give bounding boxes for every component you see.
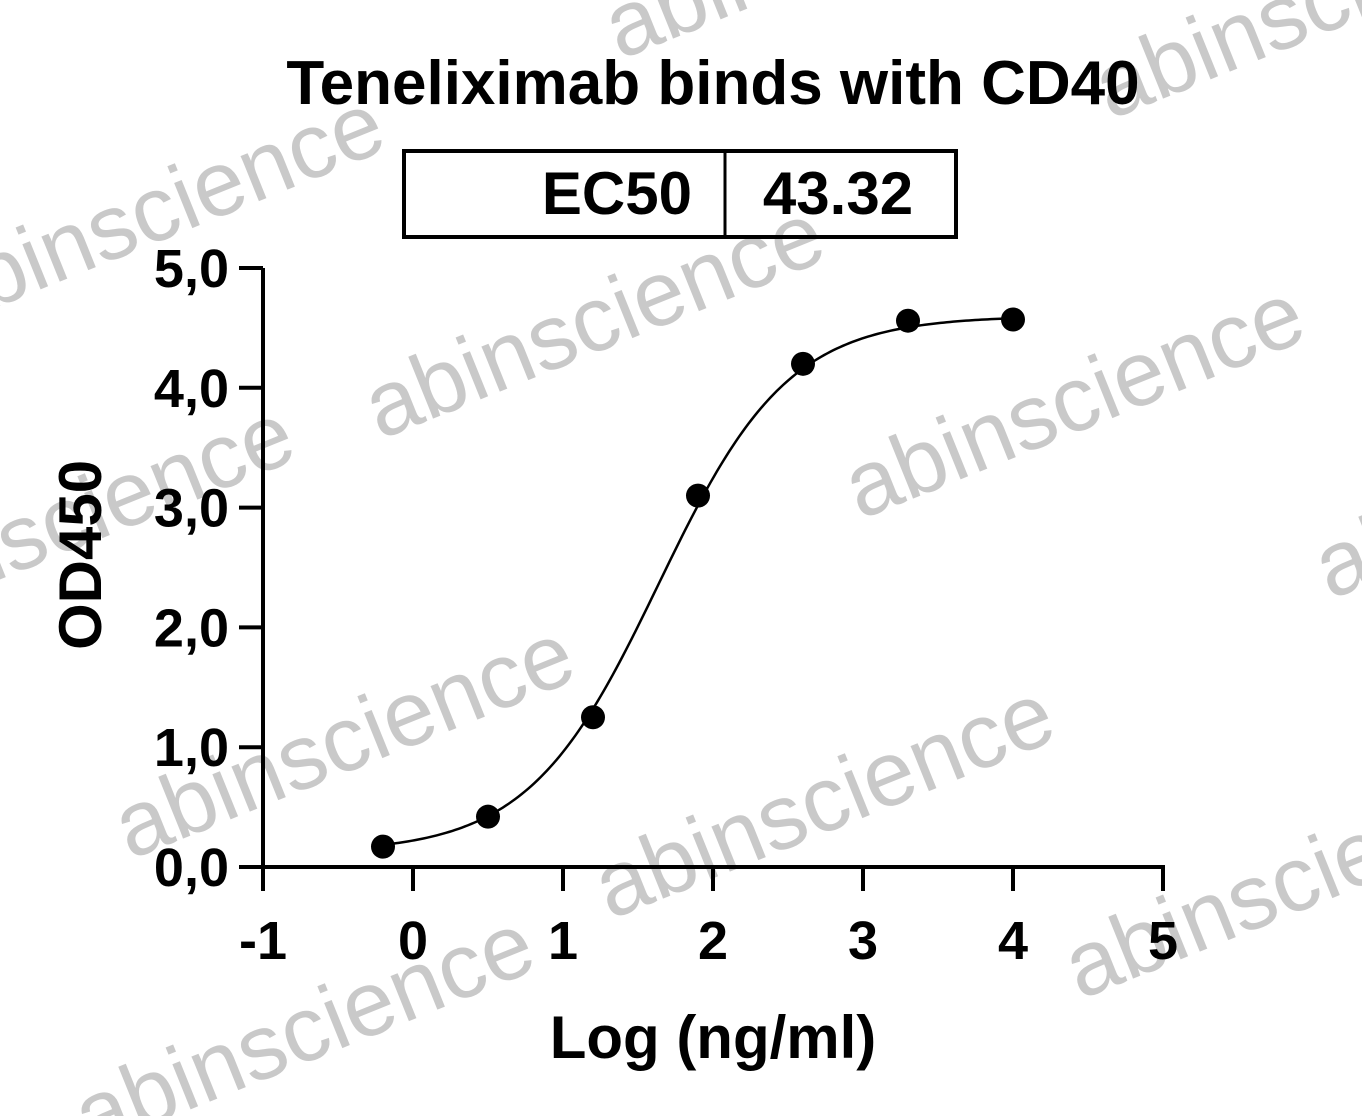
ec50-table: EC50 43.32 (402, 149, 958, 239)
watermark-text: abinscience (1049, 742, 1362, 1019)
x-axis-label: Log (ng/ml) (550, 1004, 877, 1071)
ec50-label: EC50 (542, 160, 692, 227)
y-tick-label: 3,0 (154, 479, 229, 539)
x-tick-label: 1 (548, 911, 578, 971)
data-point (1001, 307, 1025, 332)
x-ticks: -1 0 1 2 3 4 5 (239, 867, 1178, 971)
ec50-table-border (402, 149, 958, 239)
x-tick-label: -1 (239, 911, 287, 971)
data-point (791, 351, 815, 376)
ec50-value: 43.32 (763, 160, 913, 227)
watermark-text: abinscience (1299, 342, 1362, 619)
watermark-text: abinscience (579, 662, 1068, 939)
data-points (371, 307, 1025, 859)
y-tick-label: 2,0 (154, 598, 229, 658)
y-tick-label: 0,0 (154, 838, 229, 898)
data-point (686, 483, 710, 508)
x-tick-label: 4 (998, 911, 1028, 971)
y-axis-label: OD450 (47, 460, 114, 650)
x-tick-label: 3 (848, 911, 878, 971)
x-tick-label: 2 (698, 911, 728, 971)
x-tick-label: 5 (1148, 911, 1178, 971)
chart-title: Teneliximab binds with CD40 (286, 49, 1139, 118)
y-tick-label: 4,0 (154, 359, 229, 419)
data-point (371, 834, 395, 859)
watermark-text: abinscience (59, 892, 548, 1116)
y-ticks: 0,0 1,0 2,0 3,0 4,0 5,0 (154, 239, 263, 898)
y-tick-label: 5,0 (154, 239, 229, 299)
watermark-text: abinscience (829, 262, 1318, 539)
data-point (581, 705, 605, 730)
data-point (896, 308, 920, 333)
x-tick-label: 0 (398, 911, 428, 971)
y-tick-label: 1,0 (154, 718, 229, 778)
data-point (476, 804, 500, 829)
